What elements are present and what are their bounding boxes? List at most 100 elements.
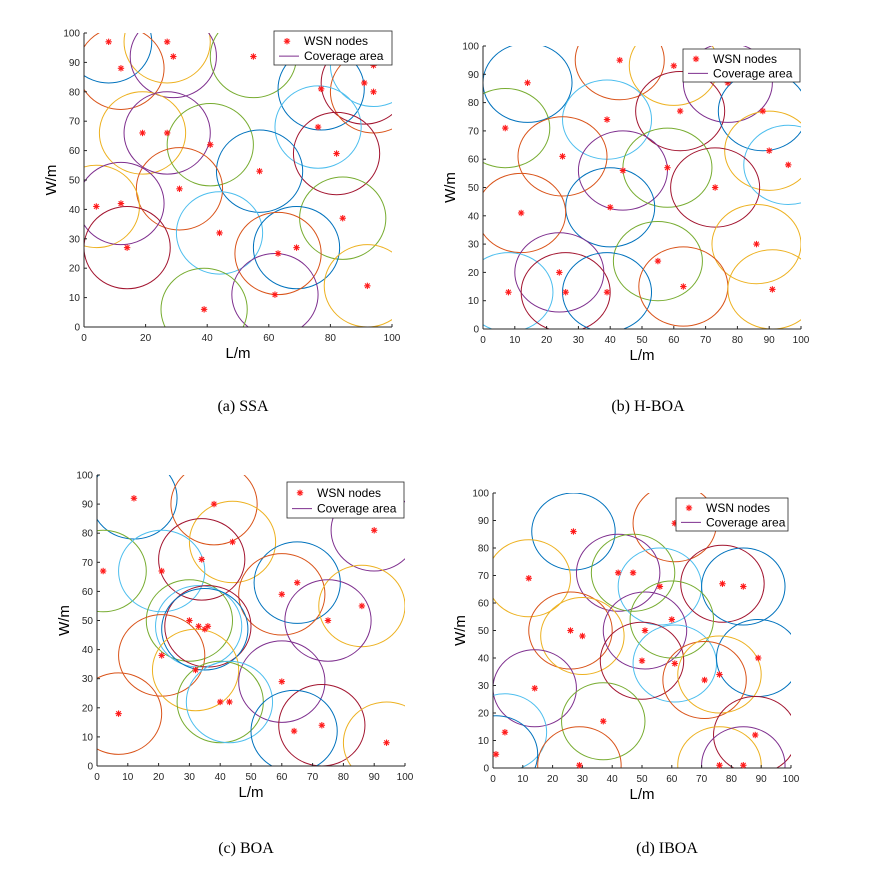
y-tick-label: 70 — [478, 571, 490, 582]
wsn-node-marker — [201, 626, 208, 633]
y-tick-label: 10 — [69, 293, 81, 304]
x-tick-label: 80 — [726, 774, 738, 785]
y-tick-label: 10 — [478, 736, 490, 747]
scatter-plot-h-boa: 0 10 20 30 40 50 60 70 80 90 100 0 10 20 30 40 50 60 70 80 9… — [442, 42, 810, 365]
coverage-circle — [662, 641, 747, 719]
wsn-node-marker — [711, 184, 719, 191]
x-tick-label: 60 — [666, 774, 678, 785]
wsn-nodes — [502, 56, 792, 296]
wsn-node-marker — [719, 580, 726, 587]
coverage-circle — [670, 147, 761, 228]
scatter-plot-boa: 0 10 20 30 40 50 60 70 80 90 100 0 10 20 30 40 50 60 70 80 9… — [56, 471, 414, 802]
wsn-node-marker — [517, 209, 525, 217]
wsn-node-marker — [567, 627, 574, 634]
y-tick-label: 30 — [478, 681, 490, 692]
wsn-node-marker — [139, 129, 146, 137]
coverage-circle — [215, 129, 304, 213]
legend-label-nodes: WSN nodes — [713, 52, 777, 66]
wsn-node-marker — [290, 727, 298, 735]
coverage-circle — [493, 649, 577, 728]
wsn-node-marker — [123, 244, 131, 251]
wsn-node-marker — [607, 204, 614, 211]
wsn-node-marker — [186, 617, 193, 624]
coverage-circle — [561, 682, 646, 761]
wsn-node-marker — [656, 583, 664, 590]
wsn-nodes — [99, 495, 390, 746]
coverage-circle — [252, 205, 341, 290]
wsn-node-marker — [163, 38, 171, 46]
wsn-node-marker — [603, 116, 611, 123]
y-tick-label: 60 — [478, 599, 490, 610]
x-axis-title: L/m — [629, 786, 654, 803]
wsn-node-marker — [716, 671, 723, 678]
wsn-node-marker — [769, 286, 776, 293]
y-tick-label: 60 — [468, 155, 480, 166]
y-axis-title: W/m — [43, 165, 60, 196]
wsn-node-marker — [99, 567, 107, 575]
coverage-circle — [517, 116, 608, 197]
y-tick-label: 100 — [63, 29, 80, 40]
y-tick-label: 70 — [82, 558, 94, 569]
wsn-node-marker — [130, 495, 138, 502]
legend-box — [675, 497, 789, 532]
coverage-circle — [682, 46, 773, 123]
wsn-node-marker — [278, 591, 285, 598]
chart-panel-iboa: 0 10 20 30 40 50 60 70 80 90 100 0 10 20 30 40 50 60 70 80 9… — [434, 436, 869, 872]
wsn-node-marker — [524, 79, 531, 86]
y-tick-label: 40 — [478, 654, 490, 665]
wsn-node-marker — [274, 250, 282, 257]
y-tick-label: 90 — [478, 516, 490, 527]
wsn-node-marker — [200, 306, 208, 313]
coverage-circle — [238, 553, 326, 636]
coverage-circle — [151, 628, 240, 712]
y-tick-label: 80 — [82, 529, 94, 540]
x-tick-label: 50 — [245, 772, 257, 783]
coverage-circle — [158, 518, 246, 601]
wsn-node-marker — [158, 567, 165, 575]
coverage-circle — [253, 541, 341, 624]
wsn-node-marker — [294, 579, 301, 586]
wsn-node-marker — [256, 167, 263, 175]
wsn-node-marker — [210, 500, 218, 508]
coverage-circle — [284, 579, 372, 662]
coverage-circle — [118, 614, 206, 697]
wsn-node-marker — [217, 698, 224, 706]
wsn-node-marker — [766, 147, 773, 154]
coverage-circle — [97, 529, 147, 613]
x-tick-label: 80 — [338, 772, 350, 783]
wsn-node-marker — [664, 164, 671, 171]
wsn-node-marker — [293, 244, 300, 251]
wsn-node-marker — [654, 257, 662, 265]
coverage-circle — [531, 493, 616, 571]
coverage-circle — [483, 252, 554, 329]
coverage-circles — [97, 475, 405, 766]
y-tick-label: 50 — [82, 616, 94, 627]
wsn-node-marker — [195, 623, 202, 630]
wsn-node-marker — [358, 602, 366, 610]
wsn-node-marker — [676, 107, 684, 115]
x-tick-label: 90 — [756, 774, 768, 785]
wsn-node-marker — [556, 269, 563, 276]
x-tick-label: 40 — [215, 772, 227, 783]
coverage-circle — [292, 111, 381, 196]
coverage-circle — [84, 33, 165, 110]
wsn-node-marker — [600, 718, 607, 725]
coverage-circle — [170, 475, 258, 546]
y-tick-label: 100 — [472, 489, 489, 500]
wsn-node-marker — [370, 88, 377, 95]
y-tick-label: 0 — [483, 764, 489, 775]
wsn-node-marker — [204, 623, 212, 630]
wsn-node-marker — [671, 660, 678, 667]
wsn-node-marker — [163, 129, 171, 137]
x-tick-label: 70 — [307, 772, 319, 783]
x-tick-label: 0 — [490, 774, 496, 785]
coverage-circle — [145, 579, 234, 662]
y-tick-label: 50 — [69, 176, 81, 187]
y-tick-label: 40 — [82, 645, 94, 656]
wsn-node-marker — [716, 762, 723, 769]
wsn-node-marker — [603, 289, 611, 296]
wsn-node-marker — [105, 38, 112, 46]
coverage-circle — [724, 110, 801, 191]
wsn-node-marker — [271, 291, 279, 298]
